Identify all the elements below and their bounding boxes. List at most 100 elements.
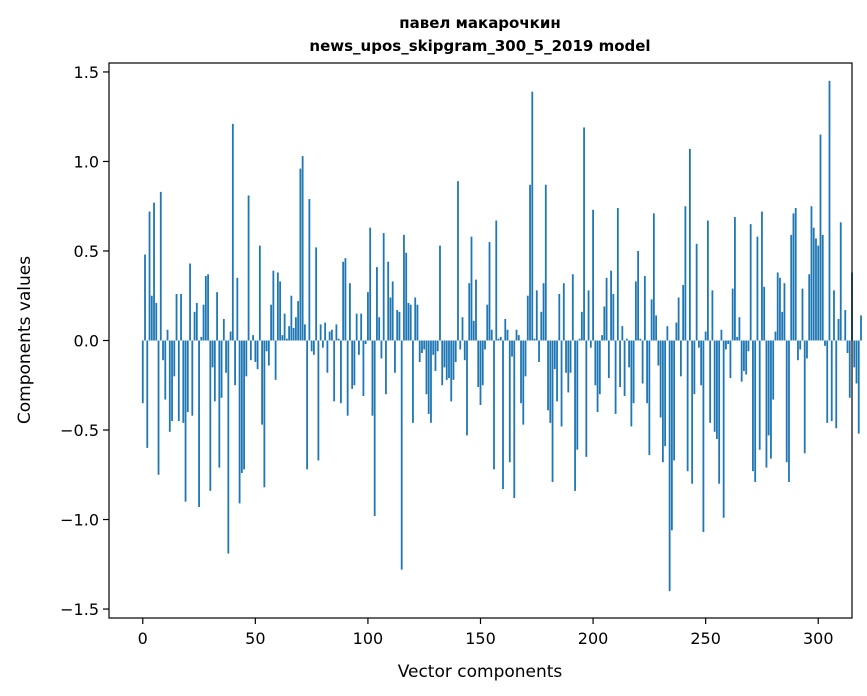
bar bbox=[335, 324, 338, 341]
bar bbox=[454, 340, 457, 362]
bar bbox=[781, 311, 784, 341]
bar bbox=[623, 340, 626, 396]
bar bbox=[556, 340, 558, 402]
bar bbox=[385, 340, 387, 395]
bar bbox=[398, 311, 401, 341]
bar bbox=[252, 335, 254, 341]
x-tick-label: 300 bbox=[803, 629, 834, 648]
bar bbox=[702, 340, 705, 533]
bar bbox=[549, 340, 552, 423]
bar bbox=[340, 340, 342, 404]
bar bbox=[833, 290, 835, 341]
bar bbox=[763, 286, 766, 341]
bar bbox=[562, 283, 565, 341]
bar bbox=[560, 340, 563, 427]
x-tick-label: 100 bbox=[353, 629, 384, 648]
bar bbox=[369, 227, 372, 341]
bar bbox=[745, 340, 748, 375]
bar bbox=[353, 340, 356, 386]
bar bbox=[155, 302, 158, 341]
bar bbox=[207, 274, 209, 341]
bar bbox=[716, 340, 718, 439]
bar bbox=[315, 247, 318, 341]
bar bbox=[630, 340, 633, 427]
bar bbox=[195, 302, 198, 341]
bar bbox=[738, 317, 741, 341]
bar bbox=[513, 340, 516, 499]
bar bbox=[524, 340, 527, 377]
bar bbox=[481, 340, 484, 386]
bar bbox=[571, 274, 574, 341]
bar bbox=[227, 340, 230, 554]
bar bbox=[625, 338, 628, 341]
bar bbox=[150, 295, 153, 341]
bar bbox=[668, 340, 671, 592]
bar bbox=[756, 236, 759, 341]
bar bbox=[700, 340, 703, 386]
bar bbox=[682, 285, 685, 341]
bar bbox=[515, 329, 518, 341]
bar bbox=[297, 301, 300, 341]
bar bbox=[193, 311, 196, 341]
bar bbox=[373, 340, 376, 516]
bar bbox=[754, 340, 757, 482]
bar bbox=[164, 340, 167, 400]
x-axis-label: Vector components bbox=[398, 662, 563, 682]
x-axis-ticks: 0 50 100 150 200 250 300 bbox=[138, 618, 834, 648]
bar bbox=[231, 123, 234, 341]
bar bbox=[168, 340, 171, 432]
bar bbox=[303, 324, 306, 341]
bar bbox=[614, 340, 617, 414]
bar bbox=[495, 220, 498, 341]
bar bbox=[258, 245, 261, 341]
bar bbox=[396, 310, 399, 341]
y-tick-label: 1.0 bbox=[74, 152, 99, 171]
bar bbox=[684, 206, 687, 341]
bar bbox=[592, 209, 594, 341]
bar bbox=[517, 335, 520, 341]
bar bbox=[279, 281, 282, 341]
bar bbox=[493, 340, 495, 470]
bar bbox=[785, 340, 788, 463]
bar bbox=[427, 340, 430, 414]
bar bbox=[835, 340, 838, 429]
bar bbox=[182, 340, 185, 423]
bar bbox=[412, 340, 414, 423]
bar bbox=[180, 293, 182, 341]
bar bbox=[553, 340, 556, 370]
bar bbox=[794, 208, 797, 341]
bar bbox=[792, 213, 795, 341]
bar bbox=[430, 340, 432, 423]
bar bbox=[531, 91, 534, 341]
bar bbox=[621, 326, 624, 341]
bar bbox=[691, 340, 694, 484]
bar bbox=[808, 274, 811, 341]
bar bbox=[596, 340, 599, 413]
bar bbox=[209, 340, 212, 491]
bar bbox=[619, 340, 621, 388]
bar bbox=[198, 340, 200, 507]
bar bbox=[283, 313, 286, 341]
bar bbox=[218, 340, 221, 468]
bar bbox=[749, 224, 752, 341]
bar bbox=[324, 322, 327, 341]
bar bbox=[220, 340, 223, 398]
bar bbox=[522, 340, 525, 425]
bar bbox=[245, 340, 248, 377]
y-tick-label: 1.5 bbox=[74, 63, 99, 82]
x-tick-label: 50 bbox=[245, 629, 265, 648]
bar bbox=[321, 340, 324, 348]
bar bbox=[200, 336, 203, 341]
bar bbox=[175, 293, 178, 341]
bar bbox=[439, 245, 441, 341]
bar bbox=[270, 304, 273, 341]
bar bbox=[382, 233, 385, 341]
bar bbox=[846, 340, 849, 354]
bar bbox=[610, 270, 612, 341]
bar bbox=[441, 340, 444, 386]
bar bbox=[855, 340, 858, 384]
bar bbox=[799, 340, 802, 350]
bar bbox=[828, 80, 831, 341]
bar bbox=[558, 293, 561, 341]
bar bbox=[308, 199, 311, 341]
